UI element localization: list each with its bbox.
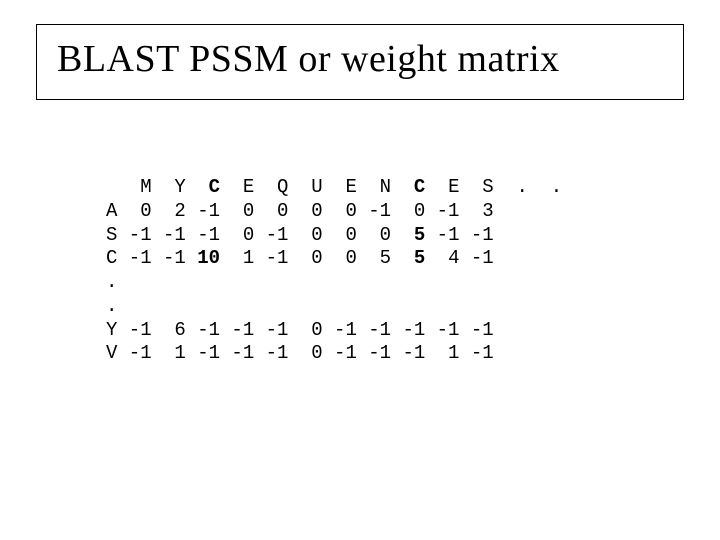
matrix-row-S-5: 5 xyxy=(414,224,425,246)
matrix-row-Y: Y -1 6 -1 -1 -1 0 -1 -1 -1 -1 -1 xyxy=(106,319,494,341)
matrix-header-C2: C xyxy=(414,176,425,198)
matrix-header-tail: E S . . xyxy=(425,176,562,198)
matrix-row-C-5: 5 xyxy=(414,247,425,269)
pssm-matrix: M Y C E Q U E N C E S . . A 0 2 -1 0 0 0… xyxy=(106,176,562,366)
title-text: BLAST PSSM or weight matrix xyxy=(57,38,560,80)
matrix-row-V: V -1 1 -1 -1 -1 0 -1 -1 -1 1 -1 xyxy=(106,342,494,364)
matrix-dot-2: . xyxy=(106,295,117,317)
matrix-row-C-tail: 4 -1 xyxy=(425,247,493,269)
matrix-row-C-mid: 1 -1 0 0 5 xyxy=(220,247,414,269)
matrix-header-mid: E Q U E N xyxy=(220,176,414,198)
matrix-dot-1: . xyxy=(106,271,117,293)
title-box: BLAST PSSM or weight matrix xyxy=(36,24,684,100)
matrix-header-lead: M Y xyxy=(106,176,209,198)
matrix-row-C-lead: C -1 -1 xyxy=(106,247,197,269)
matrix-row-S-tail: -1 -1 xyxy=(425,224,493,246)
matrix-row-S-lead: S -1 -1 -1 0 -1 0 0 0 xyxy=(106,224,414,246)
matrix-row-A: A 0 2 -1 0 0 0 0 -1 0 -1 3 xyxy=(106,200,494,222)
matrix-row-C-10: 10 xyxy=(197,247,220,269)
matrix-header-C: C xyxy=(209,176,220,198)
